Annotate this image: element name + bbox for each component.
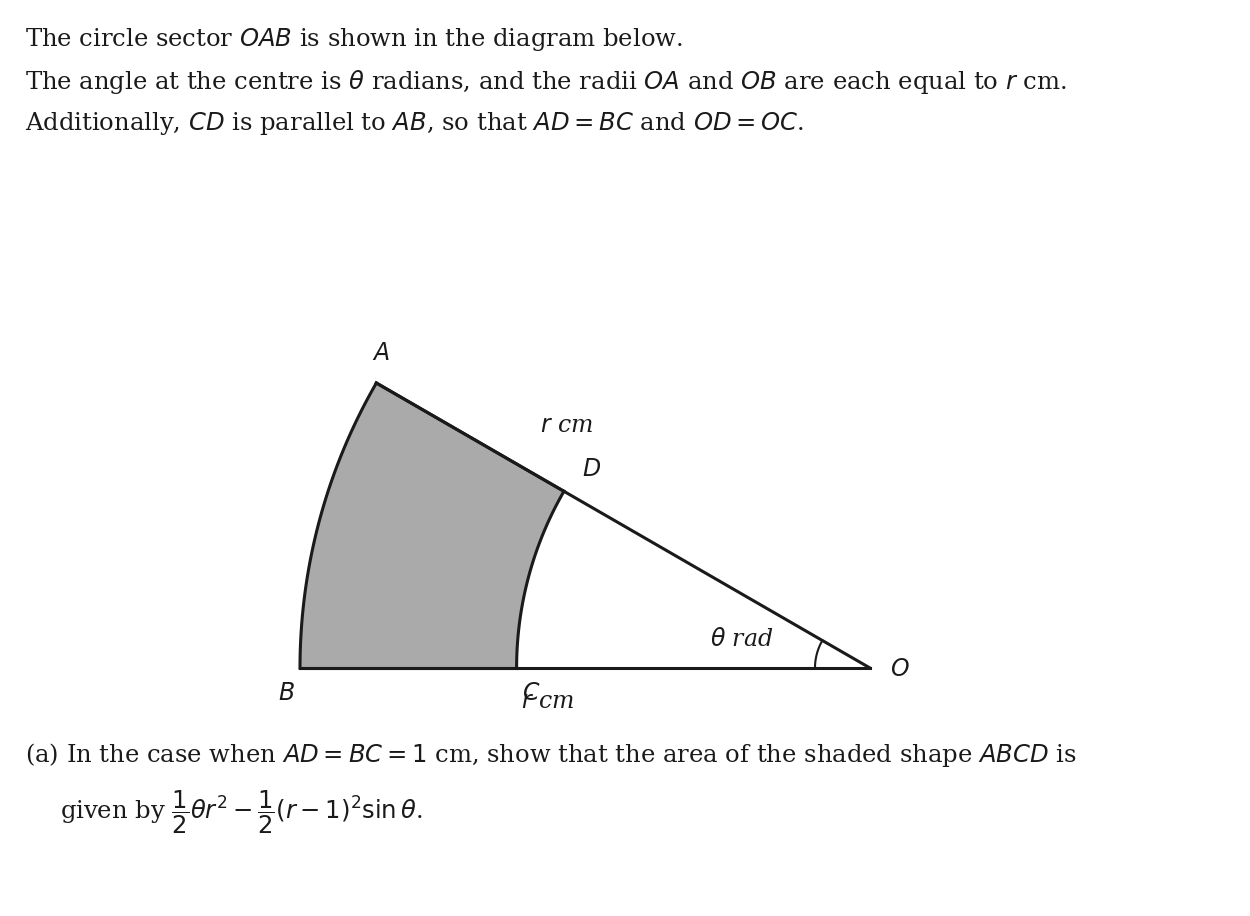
Text: $B$: $B$ [279, 682, 295, 705]
Text: Additionally, $CD$ is parallel to $AB$, so that $AD = BC$ and $OD = OC$.: Additionally, $CD$ is parallel to $AB$, … [25, 110, 804, 137]
Text: $\theta$ rad: $\theta$ rad [710, 628, 772, 651]
Text: $C$: $C$ [521, 682, 540, 705]
Text: The circle sector $OAB$ is shown in the diagram below.: The circle sector $OAB$ is shown in the … [25, 26, 682, 53]
Text: $A$: $A$ [372, 342, 390, 365]
Text: given by $\dfrac{1}{2}\theta r^{2} - \dfrac{1}{2}(r - 1)^{2} \sin \theta$.: given by $\dfrac{1}{2}\theta r^{2} - \df… [60, 788, 423, 835]
Text: $r$ cm: $r$ cm [521, 690, 575, 713]
Polygon shape [300, 383, 564, 668]
Text: The angle at the centre is $\theta$ radians, and the radii $OA$ and $OB$ are eac: The angle at the centre is $\theta$ radi… [25, 68, 1066, 96]
Text: $O$: $O$ [890, 659, 910, 682]
Text: (a) In the case when $AD = BC = 1$ cm, show that the area of the shaded shape $A: (a) In the case when $AD = BC = 1$ cm, s… [25, 741, 1078, 769]
Text: $r$ cm: $r$ cm [540, 414, 594, 437]
Text: $D$: $D$ [582, 458, 601, 481]
